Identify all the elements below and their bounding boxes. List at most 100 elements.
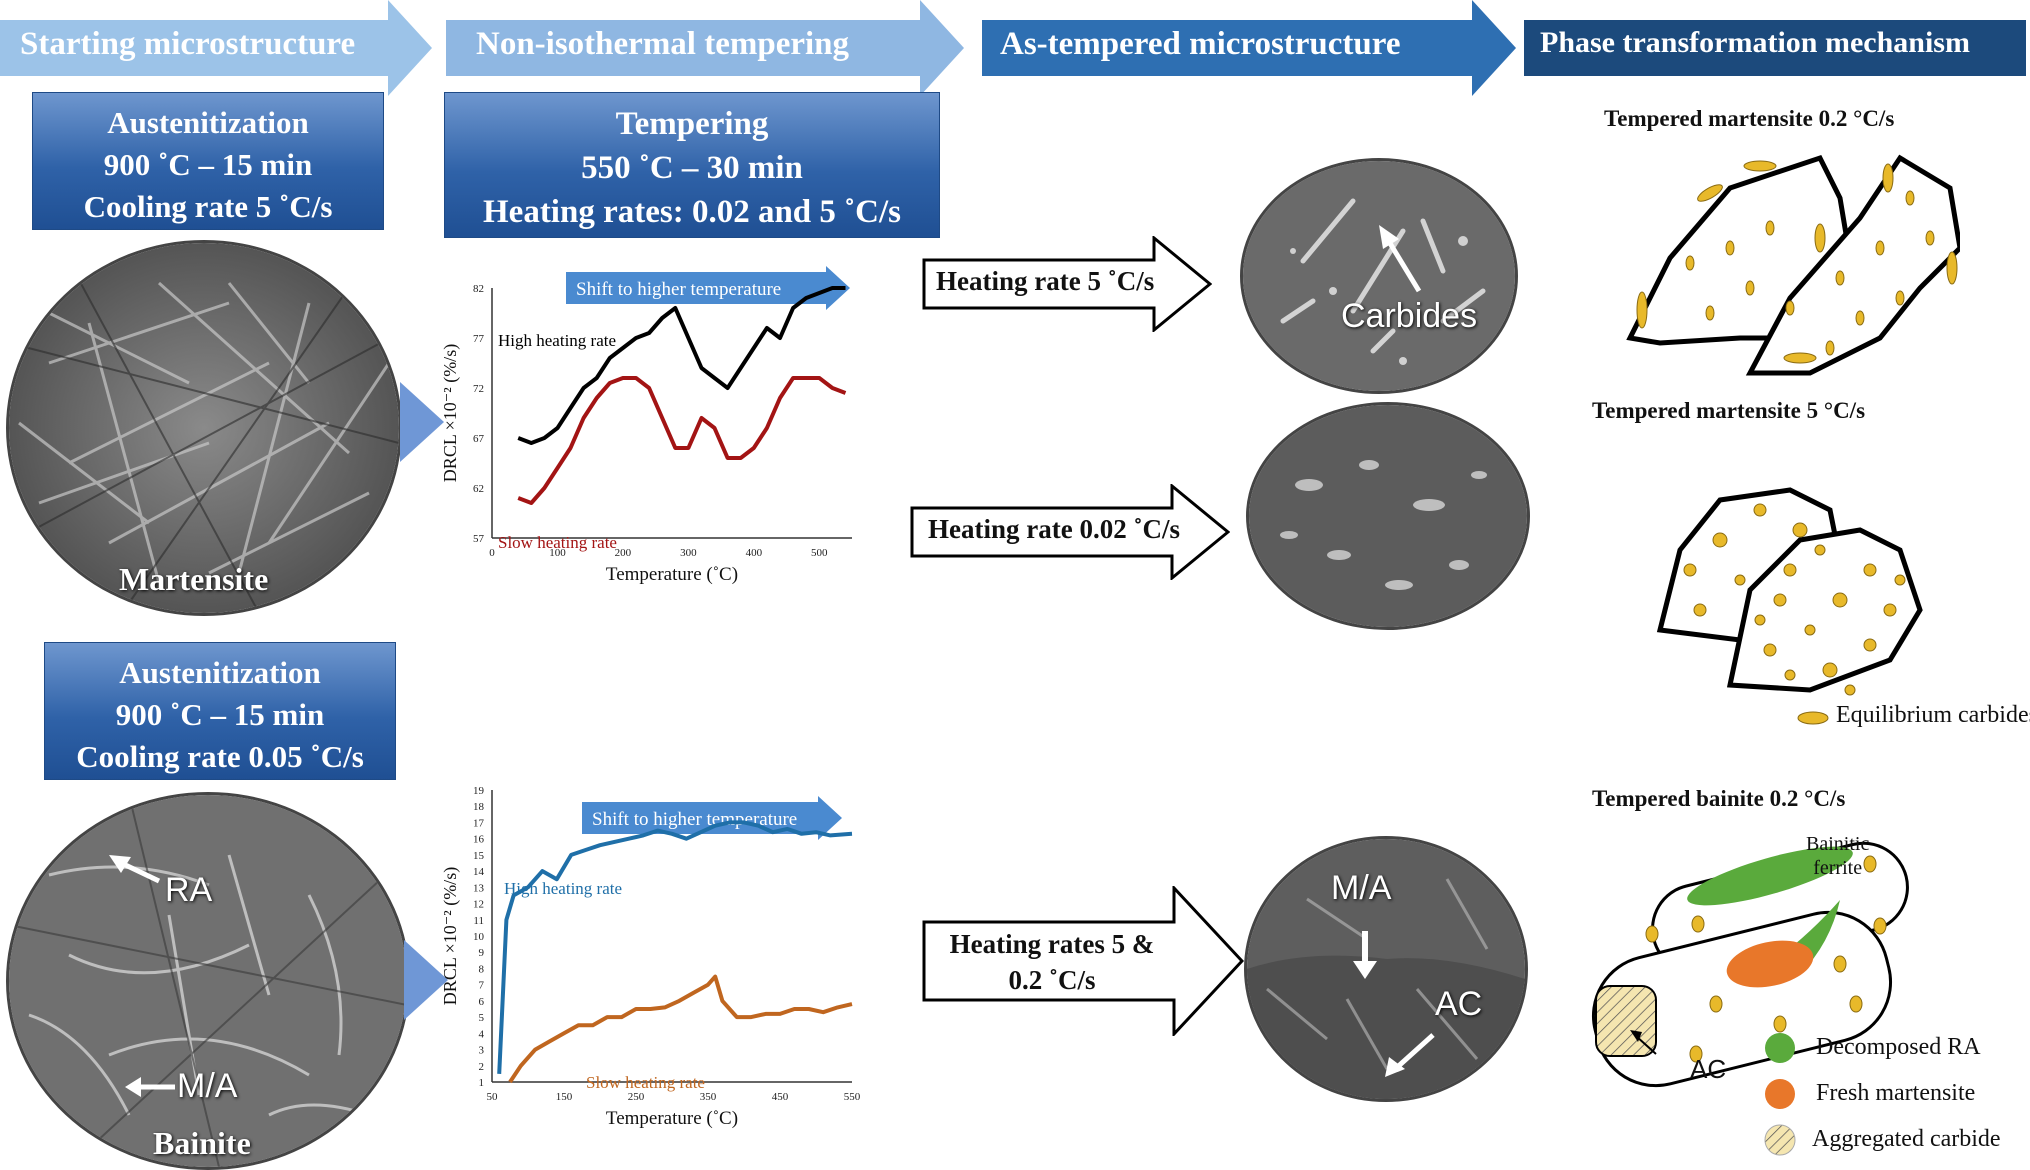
arrow-heating-rate-002-label: Heating rate 0.02 ˚C/s — [928, 514, 1180, 544]
arrow-heating-rate-002: Heating rate 0.02 ˚C/s — [910, 484, 1230, 580]
austenitization-top-line2: 900 ˚C – 15 min — [103, 147, 313, 182]
tempered-bainite-micrograph: M/A AC — [1244, 836, 1528, 1102]
sketch-tempered-martensite-5 — [1656, 487, 1923, 696]
sketch-tempered-bainite — [1591, 841, 1909, 1088]
shift-annotation-label: Shift to higher temperature — [576, 279, 781, 300]
x-tick-label: 550 — [844, 1091, 861, 1103]
x-tick-label: 50 — [487, 1091, 499, 1103]
x-tick-label: 150 — [556, 1091, 573, 1103]
martensite-arrow-icon — [400, 382, 444, 462]
y-tick-label: 62 — [473, 483, 484, 495]
header-step-4: Phase transformation mechanism — [1524, 0, 2030, 96]
y-tick-label: 16 — [473, 834, 485, 846]
top-dilatometry-chart: 0 100 200 300 400 500 57 62 67 72 77 82 Temperature … — [440, 266, 852, 585]
x-axis-label: Temperature (˚C) — [606, 564, 738, 585]
shift-annotation-label: Shift to higher temperature — [592, 809, 797, 830]
tempered-micrograph-slow — [1246, 402, 1530, 630]
arrow-heating-rate-5: Heating rate 5 ˚C/s — [922, 236, 1212, 332]
series-label-2: Slow heating rate — [498, 533, 617, 552]
decomposed-ra-legend-label: Decomposed RA — [1816, 1034, 1981, 1060]
austenitization-top-line3: Cooling rate 5 ˚C/s — [83, 189, 333, 224]
y-tick-label: 77 — [473, 333, 485, 345]
series-line-1 — [517, 286, 846, 445]
aggregated-carbide-legend-icon — [1764, 1124, 1796, 1156]
arrow-heating-rates-bottom: Heating rates 5 & 0.2 ˚C/s — [922, 886, 1244, 1036]
series-label-1: High heating rate — [504, 879, 622, 898]
x-axis-label: Temperature (˚C) — [606, 1108, 738, 1129]
tempering-line1: Tempering — [615, 106, 769, 142]
arrow-heating-rate-5-label: Heating rate 5 ˚C/s — [936, 266, 1155, 296]
header-step-3: As-tempered microstructure — [982, 0, 1516, 96]
x-tick-label: 200 — [615, 547, 632, 559]
bainite-label: Bainite — [153, 1125, 251, 1161]
x-tick-label: 400 — [746, 547, 763, 559]
series-label-2: Slow heating rate — [586, 1073, 705, 1092]
shift-annotation-arrow: Shift to higher temperature — [566, 266, 850, 310]
y-tick-label: 7 — [479, 980, 485, 992]
series-label-1: High heating rate — [498, 331, 616, 350]
y-tick-label: 2 — [479, 1061, 485, 1073]
equilibrium-carbide-legend-label: Equilibrium carbides — [1836, 702, 2030, 728]
y-tick-label: 13 — [473, 882, 485, 894]
y-tick-label: 4 — [479, 1028, 485, 1040]
sketch-tempered-martensite-02 — [1626, 154, 1960, 376]
bainitic-ferrite-line1: Bainitic — [1806, 833, 1870, 855]
tempered-micrograph-fast: Carbides — [1240, 158, 1518, 394]
sketch-title-martensite-02: Tempered martensite 0.2 °C/s — [1604, 106, 1895, 131]
y-tick-label: 9 — [479, 947, 485, 959]
arrow-bottom-label-line1: Heating rates 5 & — [949, 929, 1155, 959]
y-tick-label: 18 — [473, 801, 485, 813]
header-step-2: Non-isothermal tempering — [446, 0, 964, 96]
header-step-1-label: Starting microstructure — [20, 26, 356, 62]
bainitic-ferrite-line2: ferrite — [1813, 857, 1863, 879]
shift-arrow-shape — [582, 796, 842, 840]
header-step-2-label: Non-isothermal tempering — [476, 26, 850, 62]
y-tick-label: 15 — [473, 850, 485, 862]
header-step-3-label: As-tempered microstructure — [1000, 26, 1401, 62]
y-tick-label: 67 — [473, 433, 485, 445]
fresh-martensite-legend-label: Fresh martensite — [1816, 1080, 1976, 1106]
austenitization-bottom-line1: Austenitization — [119, 655, 321, 690]
sketch-title-bainite: Tempered bainite 0.2 °C/s — [1592, 786, 1846, 811]
x-tick-label: 250 — [628, 1091, 645, 1103]
martensite-micrograph: Martensite — [6, 240, 402, 616]
tempering-box: Tempering 550 ˚C – 30 min Heating rates:… — [444, 92, 940, 238]
x-tick-label: 350 — [700, 1091, 717, 1103]
bainite-arrow-icon — [404, 940, 448, 1020]
tempering-line2: 550 ˚C – 30 min — [581, 150, 803, 186]
x-tick-label: 450 — [772, 1091, 789, 1103]
austenitization-box-top: Austenitization 900 ˚C – 15 min Cooling … — [32, 92, 384, 230]
tempering-line3: Heating rates: 0.02 and 5 ˚C/s — [483, 194, 901, 230]
shift-arrow-shape — [566, 266, 850, 310]
y-axis-label: DRCL ×10⁻² (%/s) — [440, 344, 461, 482]
y-tick-label: 8 — [479, 963, 485, 975]
header-step-4-label: Phase transformation mechanism — [1540, 26, 1970, 59]
x-tick-label: 100 — [549, 547, 566, 559]
ma-label: M/A — [177, 1067, 238, 1105]
y-tick-label: 1 — [479, 1077, 485, 1089]
aggregated-carbide-legend-label: Aggregated carbide — [1812, 1126, 2001, 1152]
y-tick-label: 19 — [473, 785, 485, 797]
bottom-dilatometry-chart: 50 150 250 350 450 55012345678910111213141516… — [440, 785, 861, 1129]
series-line-2 — [517, 376, 847, 505]
y-axis-label: DRCL ×10⁻² (%/s) — [440, 867, 461, 1005]
y-tick-label: 3 — [479, 1045, 485, 1057]
austenitization-top-line1: Austenitization — [107, 105, 309, 140]
fresh-martensite-legend-icon — [1765, 1079, 1795, 1109]
x-tick-label: 300 — [680, 547, 697, 559]
y-tick-label: 12 — [473, 899, 484, 911]
series-line-2 — [508, 974, 853, 1084]
y-tick-label: 14 — [473, 866, 485, 878]
martensite-label: Martensite — [119, 561, 269, 597]
ra-label: RA — [165, 871, 213, 909]
carbides-label: Carbides — [1341, 297, 1478, 335]
austenitization-bottom-line2: 900 ˚C – 15 min — [115, 697, 325, 732]
decomposed-ra-legend-icon — [1765, 1033, 1795, 1063]
bainitic-ferrite-label: Bainitic ferrite — [1806, 832, 1869, 880]
x-tick-label: 500 — [811, 547, 828, 559]
austenitization-box-bottom: Austenitization 900 ˚C – 15 min Cooling … — [44, 642, 396, 780]
series-line-1 — [497, 820, 853, 1074]
x-tick-label: 0 — [489, 547, 495, 559]
ac-label-tempered: AC — [1435, 985, 1483, 1023]
ac-sketch-label: AC — [1690, 1054, 1727, 1084]
